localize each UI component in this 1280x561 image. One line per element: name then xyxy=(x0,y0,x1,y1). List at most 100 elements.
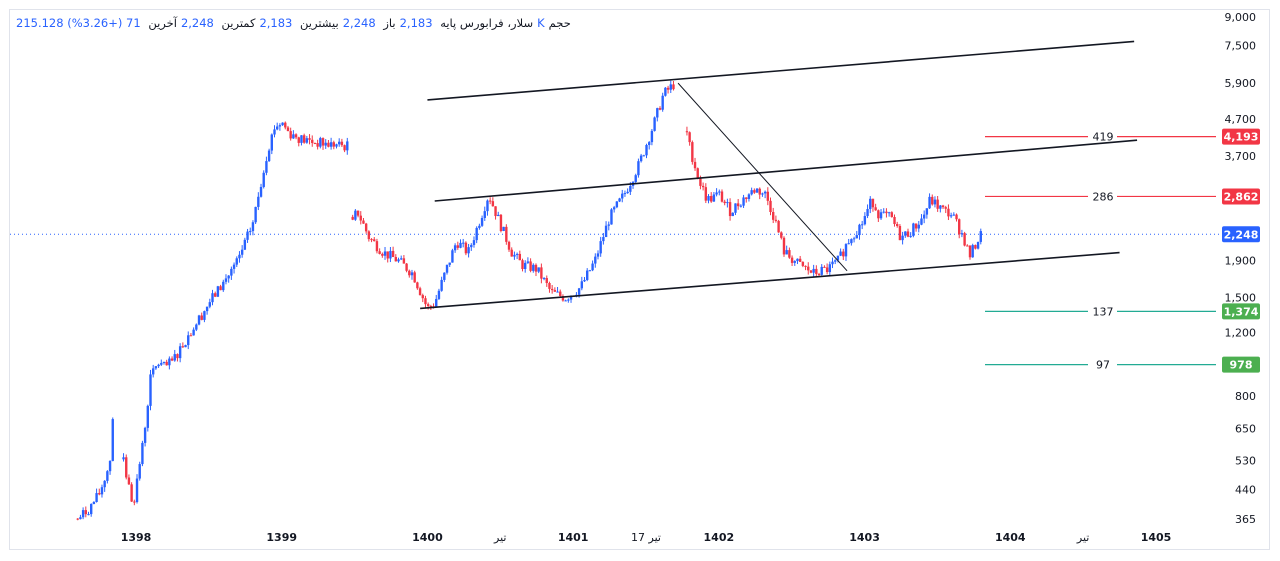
candle-body xyxy=(81,510,85,518)
candle-body xyxy=(184,345,187,348)
candle-body xyxy=(898,225,902,241)
candle-body xyxy=(650,130,654,143)
candle-body xyxy=(782,237,786,255)
candle-body xyxy=(815,268,818,274)
candle-body xyxy=(936,199,939,209)
candle-body xyxy=(931,196,934,205)
candle-body xyxy=(933,199,937,205)
candle-body xyxy=(240,249,244,255)
x-tick-label: 1398 xyxy=(121,531,152,544)
candle-body xyxy=(602,237,605,242)
candle-body xyxy=(305,138,309,143)
candle-body xyxy=(526,261,530,263)
y-tick-label: 9,000 xyxy=(1225,11,1257,24)
candle-body xyxy=(160,362,163,365)
low-label: کمترین xyxy=(221,16,256,30)
trendline-channel-middle[interactable] xyxy=(434,139,1138,202)
candle-body xyxy=(696,168,699,179)
candle-body xyxy=(869,198,872,210)
candle-body xyxy=(785,250,788,255)
candle-body xyxy=(149,374,152,406)
candle-body xyxy=(736,203,740,207)
candle-body xyxy=(731,212,734,217)
candle-body xyxy=(238,254,241,259)
candle-body xyxy=(316,143,319,147)
candle-body xyxy=(443,272,446,280)
candle-body xyxy=(278,125,282,127)
candle-body xyxy=(127,477,131,485)
trendline-diagonal-down[interactable] xyxy=(677,82,848,272)
candle-body xyxy=(151,368,155,375)
candle-body xyxy=(254,206,257,223)
trendline-channel-lower[interactable] xyxy=(420,251,1120,310)
candle-body xyxy=(219,286,222,291)
candle-body xyxy=(542,278,546,280)
candle-body xyxy=(599,241,602,254)
candle-body xyxy=(893,216,896,225)
candle-body xyxy=(472,240,476,245)
candle-body xyxy=(410,272,414,276)
candle-body xyxy=(909,235,912,237)
candle-body xyxy=(596,253,600,257)
candle-body xyxy=(464,242,468,254)
candle-body xyxy=(699,178,702,186)
open-value: 2,183 xyxy=(399,16,433,30)
last-label: آخرین xyxy=(148,16,177,30)
candle-body xyxy=(470,244,473,248)
candle-body xyxy=(569,295,573,300)
candle-body xyxy=(745,197,748,199)
level-price-badge xyxy=(1222,128,1260,145)
candle-body xyxy=(580,281,584,289)
candle-body xyxy=(974,245,977,249)
trendline-channel-upper[interactable] xyxy=(427,40,1135,101)
x-tick-label: 1399 xyxy=(266,531,297,544)
candle-body xyxy=(968,245,972,258)
candle-body xyxy=(418,288,422,296)
candle-body xyxy=(742,197,745,206)
candle-body xyxy=(645,144,648,156)
candle-body xyxy=(693,161,697,169)
candle-body xyxy=(882,211,885,213)
candle-body xyxy=(459,242,462,248)
x-tick-label: تیر xyxy=(493,531,506,544)
candle-body xyxy=(187,335,190,346)
candle-body xyxy=(874,207,877,211)
candle-body xyxy=(863,216,867,225)
candle-body xyxy=(327,142,330,147)
candle-body xyxy=(197,315,201,325)
candle-body xyxy=(664,87,667,96)
candle-body xyxy=(321,138,325,146)
candle-body xyxy=(941,205,945,208)
candle-body xyxy=(499,214,503,232)
candle-body xyxy=(308,138,311,140)
candle-body xyxy=(844,244,848,257)
candle-body xyxy=(235,258,238,265)
candle-body xyxy=(763,191,767,194)
candle-body xyxy=(478,225,481,228)
candle-body xyxy=(669,84,672,90)
candle-body xyxy=(553,290,557,292)
candle-body xyxy=(467,247,470,254)
candle-body xyxy=(426,304,430,307)
candle-body xyxy=(424,298,427,305)
candle-body xyxy=(270,134,274,151)
candle-body xyxy=(106,471,109,481)
y-tick-label: 530 xyxy=(1235,455,1256,468)
candle-body xyxy=(416,282,419,289)
candle-body xyxy=(111,419,114,461)
candle-body xyxy=(507,241,511,250)
candle-body xyxy=(545,278,548,284)
candle-body xyxy=(621,193,624,199)
symbol-name[interactable]: سلار، فرابورس پایه xyxy=(440,16,534,30)
candle-body xyxy=(774,219,778,221)
candle-body xyxy=(200,315,203,320)
candle-body xyxy=(84,510,88,515)
y-tick-label: 1,900 xyxy=(1225,255,1257,268)
candle-body xyxy=(362,220,365,224)
candle-body xyxy=(275,126,279,130)
candle-body xyxy=(809,270,813,273)
candle-body xyxy=(688,132,691,143)
candle-body xyxy=(437,290,441,299)
candle-body xyxy=(445,264,449,273)
